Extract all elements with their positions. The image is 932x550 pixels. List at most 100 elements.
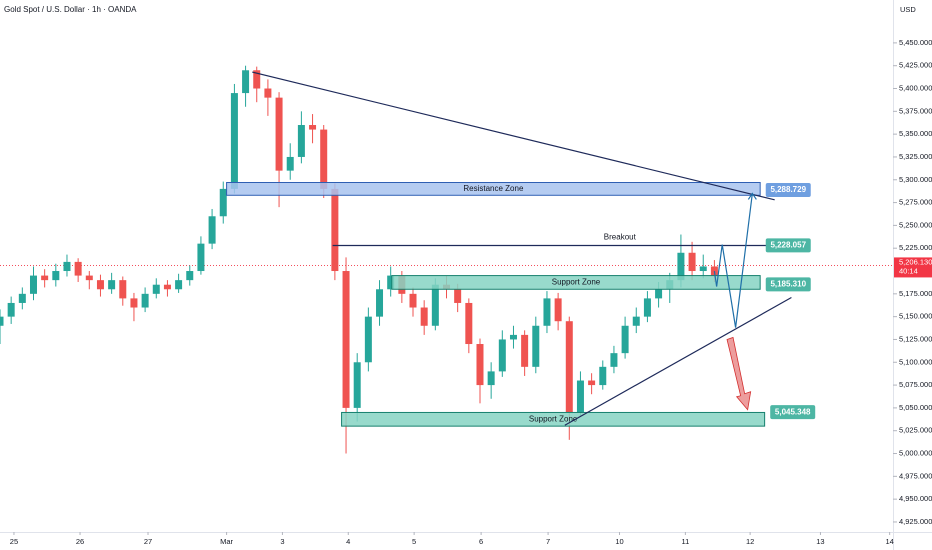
price-tag-label: 5,228.057 bbox=[770, 241, 806, 250]
candle-body bbox=[532, 325, 540, 367]
candle-body bbox=[465, 302, 473, 345]
x-tick-label: 25 bbox=[10, 537, 18, 546]
line-label: Breakout bbox=[604, 233, 637, 242]
candle-body bbox=[677, 252, 685, 281]
y-tick-label: 5,225.000 bbox=[899, 243, 932, 252]
zone-label: Resistance Zone bbox=[463, 184, 524, 193]
candle-body bbox=[476, 344, 484, 386]
price-tag-label: 5,288.729 bbox=[770, 185, 806, 194]
candle-body bbox=[454, 289, 462, 303]
candle-body bbox=[509, 334, 517, 340]
candle-body bbox=[52, 271, 60, 281]
y-tick-label: 5,150.000 bbox=[899, 312, 932, 321]
candle-body bbox=[688, 252, 696, 272]
price-tag bbox=[765, 277, 811, 292]
price-tag bbox=[765, 238, 811, 253]
x-tick-label: 6 bbox=[479, 537, 483, 546]
y-tick-label: 4,975.000 bbox=[899, 471, 932, 480]
candle-body bbox=[186, 271, 194, 281]
zone-label: Support Zone bbox=[529, 414, 578, 423]
candle-body bbox=[576, 380, 584, 413]
candle-body bbox=[152, 284, 160, 294]
candle-body bbox=[632, 316, 640, 326]
candle-body bbox=[498, 339, 506, 372]
x-tick-label: 3 bbox=[280, 537, 284, 546]
candle-body bbox=[599, 366, 607, 386]
candle-body bbox=[309, 125, 317, 130]
candle-body bbox=[18, 293, 26, 303]
y-tick-label: 5,075.000 bbox=[899, 380, 932, 389]
countdown-label: 40:14 bbox=[899, 266, 918, 275]
candle-body bbox=[643, 298, 651, 317]
y-tick-label: 5,025.000 bbox=[899, 426, 932, 435]
candle-body bbox=[41, 275, 49, 281]
x-tick-label: 10 bbox=[615, 537, 623, 546]
y-tick-label: 5,000.000 bbox=[899, 449, 932, 458]
candle-body bbox=[85, 275, 93, 281]
candle-body bbox=[342, 271, 350, 408]
chart-title: Gold Spot / U.S. Dollar · 1h · OANDA bbox=[4, 5, 137, 14]
candle-body bbox=[264, 88, 272, 98]
candle-body bbox=[141, 293, 149, 308]
candle-body bbox=[108, 280, 116, 290]
y-tick-label: 5,425.000 bbox=[899, 61, 932, 70]
current-price-label: 5,206.130 bbox=[899, 257, 932, 266]
candle-body bbox=[286, 156, 294, 171]
y-tick-label: 5,375.000 bbox=[899, 106, 932, 115]
candle-body bbox=[275, 97, 283, 171]
zone-label: Support Zone bbox=[552, 278, 601, 287]
candle-body bbox=[699, 266, 707, 272]
candle-body bbox=[621, 325, 629, 354]
y-tick-label: 5,275.000 bbox=[899, 198, 932, 207]
candle-body bbox=[487, 371, 495, 386]
candle-body bbox=[197, 243, 205, 272]
x-tick-label: Mar bbox=[220, 537, 233, 546]
candle-body bbox=[610, 353, 618, 367]
price-tag-label: 5,045.348 bbox=[775, 407, 811, 416]
candle-body bbox=[331, 188, 339, 272]
candle-body bbox=[431, 284, 439, 326]
currency-label: USD bbox=[900, 5, 916, 14]
candle-body bbox=[320, 129, 328, 189]
candle-body bbox=[175, 280, 183, 290]
candle-body bbox=[554, 298, 562, 322]
candle-body bbox=[387, 275, 395, 290]
y-tick-label: 5,175.000 bbox=[899, 289, 932, 298]
x-tick-label: 4 bbox=[346, 537, 350, 546]
candle-body bbox=[565, 321, 573, 413]
price-tag-label: 5,185.310 bbox=[770, 280, 806, 289]
projection-path bbox=[713, 193, 753, 328]
candle-body bbox=[119, 280, 127, 299]
x-tick-label: 11 bbox=[681, 537, 689, 546]
y-tick-label: 5,125.000 bbox=[899, 334, 932, 343]
zone bbox=[341, 411, 766, 427]
candle-body bbox=[655, 289, 663, 299]
x-tick-label: 13 bbox=[816, 537, 824, 546]
candle-body bbox=[208, 216, 216, 244]
y-tick-label: 5,350.000 bbox=[899, 129, 932, 138]
x-tick-label: 14 bbox=[885, 537, 893, 546]
candle-body bbox=[409, 293, 417, 308]
current-price-box bbox=[894, 257, 932, 278]
candle-body bbox=[7, 302, 15, 317]
price-tag bbox=[770, 405, 816, 420]
projection-arrowhead bbox=[747, 192, 757, 200]
candle-body bbox=[0, 316, 4, 326]
candle-body bbox=[543, 298, 551, 326]
candle-body bbox=[376, 289, 384, 317]
candle-body bbox=[29, 275, 37, 294]
candle-body bbox=[230, 93, 238, 189]
candle-body bbox=[242, 70, 250, 94]
down-arrow bbox=[726, 336, 752, 411]
candle-body bbox=[420, 307, 428, 326]
candle-body bbox=[96, 280, 104, 290]
y-tick-label: 5,250.000 bbox=[899, 220, 932, 229]
y-tick-label: 5,400.000 bbox=[899, 83, 932, 92]
y-tick-label: 4,925.000 bbox=[899, 517, 932, 526]
candle-body bbox=[163, 284, 171, 290]
y-tick-label: 4,950.000 bbox=[899, 494, 932, 503]
y-tick-label: 5,100.000 bbox=[899, 357, 932, 366]
zone bbox=[226, 182, 761, 196]
